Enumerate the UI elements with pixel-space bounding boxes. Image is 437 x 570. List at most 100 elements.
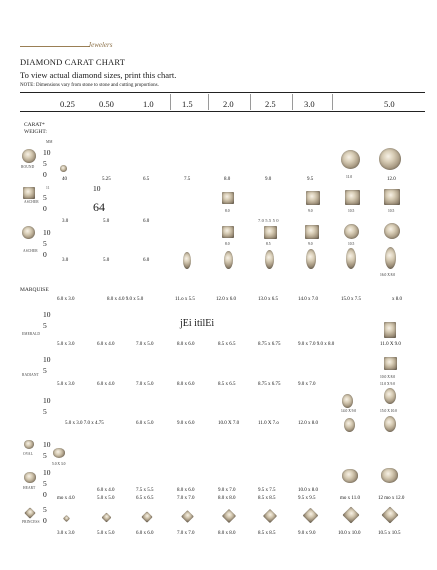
stray-number: 5 bbox=[43, 193, 47, 202]
emerald-dim: 8.0 x 6.0 bbox=[177, 342, 195, 347]
heart-label: HEART bbox=[23, 486, 36, 490]
oval-dim: 5.0 x 3.0 7.0 x 4.75 bbox=[65, 421, 104, 426]
marquise-dim: 6.0 x 3.0 bbox=[57, 297, 75, 302]
stray-number: 10 bbox=[43, 396, 51, 405]
heart-dim: mo x 11.0 bbox=[340, 496, 360, 501]
size-chip: 5.0 X 3.0 bbox=[52, 462, 66, 466]
marquise-gem bbox=[346, 248, 356, 269]
stray-number: 10 bbox=[93, 184, 101, 193]
stray-number: 5 bbox=[43, 407, 47, 416]
princess-dim: 8.0 x 8.0 bbox=[218, 531, 236, 536]
carat-weight-label: CARAT* WEIGHT: bbox=[24, 122, 47, 135]
heart-dim: 8.0 x 8.0 bbox=[218, 496, 236, 501]
heart-dim: 9.5 x 7.5 bbox=[258, 488, 276, 493]
round-dim: 9.0 bbox=[265, 177, 272, 182]
carat-200: 2.0 bbox=[223, 99, 234, 109]
asscher-dim: 5.0 bbox=[103, 219, 110, 224]
round-dim: 6.5 bbox=[143, 177, 150, 182]
round-dim: 12.0 bbox=[387, 177, 396, 182]
carat-050: 0.50 bbox=[99, 99, 114, 109]
princess-gem bbox=[101, 512, 112, 523]
oval-gem bbox=[344, 418, 355, 432]
stray-number: 5 bbox=[43, 366, 47, 375]
stray-number: 5 bbox=[43, 479, 47, 488]
stray-number: 10 bbox=[43, 468, 51, 477]
oval-dim: 9.0 x 6.0 bbox=[177, 421, 195, 426]
round-dim: 40 bbox=[62, 177, 67, 182]
radiant-label: RADIANT bbox=[22, 373, 39, 377]
radiant-dim: 8.0 x 6.0 bbox=[177, 382, 195, 387]
princess-gem bbox=[381, 506, 399, 524]
oval-dim: 10.0 X 7.0 bbox=[218, 421, 240, 426]
marquise-dim: 13.0 x 6.5 bbox=[258, 297, 278, 302]
heart-dim: 5.0 x 5.0 bbox=[97, 496, 115, 501]
marquise-gem bbox=[224, 251, 233, 269]
carat-500: 5.0 bbox=[384, 99, 395, 109]
princess-gem bbox=[141, 511, 153, 523]
garbled-text: jEi itilEi bbox=[180, 318, 215, 329]
asscher-dim: 6.0 bbox=[143, 258, 150, 263]
marquise-gem bbox=[306, 249, 316, 269]
princess-gem bbox=[302, 507, 319, 524]
dimension-note: NOTE: Dimensions vary from stone to ston… bbox=[20, 83, 159, 88]
princess-gem bbox=[181, 510, 194, 523]
stray-number: 10 bbox=[43, 355, 51, 364]
radiant-dim: 7.0 x 5.0 bbox=[136, 382, 154, 387]
size-chip: 9.0 bbox=[308, 209, 313, 213]
header-rule-top bbox=[20, 92, 425, 93]
stray-number: 64 bbox=[93, 200, 105, 214]
size-chip: 14.0 X 9.0 bbox=[341, 409, 357, 413]
asscher-gem bbox=[345, 190, 360, 205]
princess-dim: 5.0 x 5.0 bbox=[97, 531, 115, 536]
heart-dim: 12 mo x 12.0 bbox=[378, 496, 405, 501]
emerald-dim: 11.0 X 9.0 bbox=[380, 342, 401, 347]
round-gem bbox=[60, 165, 67, 172]
emerald-dim: 9.0 x 7.0 9.0 x 8.0 bbox=[298, 342, 335, 347]
stray-number: 5 bbox=[43, 159, 47, 168]
marquise-label: MARQUISE bbox=[20, 287, 49, 293]
mm-label: MM bbox=[46, 140, 53, 144]
stray-number: 5 bbox=[43, 505, 47, 514]
oval-label: OVAL bbox=[23, 452, 33, 456]
radiant-dim: 9.0 x 7.0 bbox=[298, 382, 316, 387]
oval-gem bbox=[342, 394, 353, 408]
princess-gem bbox=[342, 506, 360, 524]
size-chip: 15.0 X 10.0 bbox=[380, 409, 397, 413]
heart-gem bbox=[53, 448, 65, 458]
stray-number: 10 bbox=[43, 310, 51, 319]
heart-dim: 7.0 x 7.0 bbox=[177, 496, 195, 501]
radiant-dim: 8.75 x 6.75 bbox=[258, 382, 281, 387]
size-chip: 16.0 X 8.0 bbox=[380, 273, 396, 277]
ascher-label-2: ASCHER bbox=[23, 249, 38, 253]
carat-300: 3.0 bbox=[304, 99, 315, 109]
size-chip: 10.5 bbox=[388, 209, 395, 213]
heart-gem bbox=[381, 468, 398, 483]
round-label: ROUND bbox=[21, 165, 35, 169]
heart-dim: 9.5 x 9.5 bbox=[298, 496, 316, 501]
carat-250: 2.5 bbox=[265, 99, 276, 109]
carat-100: 1.0 bbox=[143, 99, 154, 109]
emerald-dim: 7.0 x 5.0 bbox=[136, 342, 154, 347]
oval-gem bbox=[384, 388, 396, 404]
heart-dim: 8.5 x 8.5 bbox=[258, 496, 276, 501]
size-chip: 10.5 bbox=[348, 242, 355, 246]
emerald-gem bbox=[384, 322, 396, 338]
stray-number: 5 bbox=[43, 451, 47, 460]
round-gem bbox=[379, 148, 401, 170]
princess-dim: 8.5 x 8.5 bbox=[258, 531, 276, 536]
heart-dim: 10.0 x 8.0 bbox=[298, 488, 318, 493]
page-subtitle: To view actual diamond sizes, print this… bbox=[20, 70, 177, 80]
princess-dim: 9.0 x 9.0 bbox=[298, 531, 316, 536]
radiant-dim: 8.5 x 6.5 bbox=[218, 382, 236, 387]
asscher-dim: 3.0 bbox=[62, 219, 69, 224]
page-title: DIAMOND CARAT CHART bbox=[20, 57, 126, 67]
heart-dim: 6.0 x 4.0 bbox=[97, 488, 115, 493]
size-chip: 8.0 bbox=[225, 242, 230, 246]
radiant-dim: 6.0 x 4.0 bbox=[97, 382, 115, 387]
emerald-label: EMERALD bbox=[22, 332, 41, 336]
oval-dim: 11.0 X 7.o bbox=[258, 421, 279, 426]
heart-dim: mo x 4.0 bbox=[57, 496, 75, 501]
heart-icon bbox=[24, 472, 36, 483]
heart-gem bbox=[342, 469, 358, 483]
size-chip: 8.5 bbox=[266, 242, 271, 246]
